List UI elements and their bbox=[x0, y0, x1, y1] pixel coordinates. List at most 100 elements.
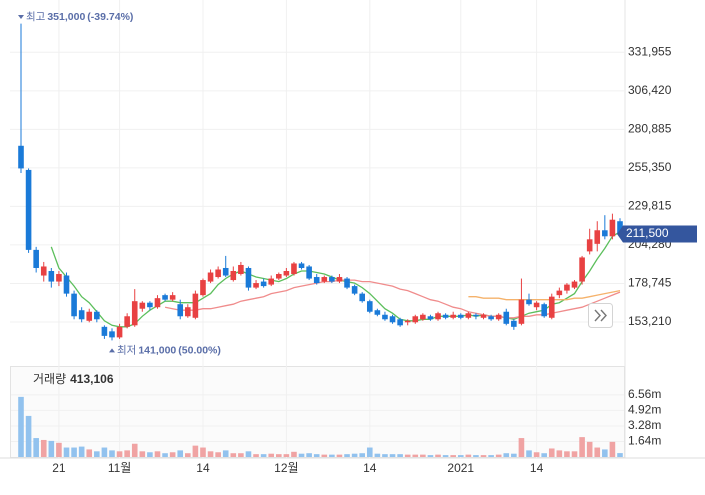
volume-bar bbox=[526, 450, 532, 457]
x-tick-label: 14 bbox=[530, 461, 544, 475]
volume-bar bbox=[306, 453, 312, 457]
moving-average-line bbox=[50, 231, 621, 328]
candle-body bbox=[200, 280, 206, 296]
candle-body bbox=[344, 278, 350, 288]
candle-body bbox=[238, 264, 244, 275]
volume-bar bbox=[541, 453, 547, 457]
candle-body bbox=[382, 314, 388, 320]
x-tick-label: 11월 bbox=[108, 461, 132, 475]
volume-bar bbox=[389, 454, 396, 457]
volume-bar bbox=[359, 453, 366, 457]
candle-body bbox=[185, 307, 191, 317]
volume-bar bbox=[260, 454, 267, 457]
x-tick-label: 14 bbox=[363, 461, 377, 475]
volume-bar bbox=[109, 450, 115, 457]
candle-body bbox=[18, 145, 24, 169]
x-tick-label: 14 bbox=[196, 461, 210, 475]
volume-bar bbox=[556, 450, 563, 457]
y-tick-label: 331,955 bbox=[628, 44, 672, 58]
y-tick-label: 280,885 bbox=[628, 122, 672, 136]
candle-body bbox=[131, 301, 138, 326]
annotation-change: (-39.74%) bbox=[87, 11, 133, 23]
candle-body bbox=[609, 219, 616, 237]
candle-body bbox=[564, 284, 570, 291]
volume-bar bbox=[571, 451, 578, 457]
volume-bar bbox=[18, 396, 24, 457]
candle-body bbox=[495, 314, 502, 320]
candle-body bbox=[329, 277, 335, 282]
candle-body bbox=[139, 302, 146, 309]
volume-bar bbox=[291, 451, 297, 457]
y-tick-label: 153,210 bbox=[628, 314, 672, 328]
volume-bar bbox=[245, 451, 252, 457]
volume-tick-label: 6.56m bbox=[628, 387, 661, 401]
volume-bar bbox=[336, 454, 343, 457]
volume-bar bbox=[465, 454, 472, 457]
candle-body bbox=[397, 319, 403, 326]
volume-bar bbox=[344, 454, 350, 457]
volume-bar bbox=[283, 454, 290, 457]
volume-bar bbox=[435, 454, 441, 457]
candle-body bbox=[526, 299, 532, 305]
volume-bar bbox=[162, 453, 168, 457]
candle-body bbox=[260, 281, 267, 287]
volume-bar bbox=[185, 453, 191, 457]
candle-body bbox=[412, 316, 419, 323]
candle-body bbox=[321, 277, 328, 282]
candle-body bbox=[548, 296, 555, 318]
annotation-label: 최고 bbox=[26, 11, 46, 23]
volume-bar bbox=[511, 453, 517, 457]
candle-body bbox=[169, 295, 176, 300]
moving-average-line bbox=[468, 289, 621, 301]
volume-bar bbox=[480, 455, 487, 457]
volume-bar bbox=[253, 454, 259, 457]
volume-bars bbox=[18, 396, 623, 457]
candle-body bbox=[192, 293, 199, 318]
volume-bar bbox=[139, 451, 146, 457]
candle-body bbox=[215, 269, 221, 278]
candle-body bbox=[556, 290, 563, 296]
candle-body bbox=[420, 314, 426, 320]
volume-bar bbox=[25, 415, 32, 457]
volume-bar bbox=[124, 450, 130, 457]
volume-bar bbox=[298, 453, 305, 457]
candle-body bbox=[374, 310, 381, 315]
candle-body bbox=[63, 275, 70, 294]
labels: 153,210178,745204,280229,815255,350280,8… bbox=[18, 11, 697, 475]
volume-bar bbox=[101, 447, 108, 457]
candle-body bbox=[435, 313, 441, 320]
candle-body bbox=[366, 301, 373, 312]
candle-body bbox=[253, 283, 259, 288]
candle-body bbox=[94, 311, 100, 320]
volume-bar bbox=[268, 453, 275, 457]
volume-bar bbox=[238, 453, 244, 457]
volume-tick-label: 3.28m bbox=[628, 418, 661, 432]
candles bbox=[18, 23, 623, 341]
volume-bar bbox=[33, 438, 39, 457]
volume-bar bbox=[131, 443, 138, 457]
candle-body bbox=[222, 267, 229, 276]
volume-bar bbox=[404, 454, 411, 457]
volume-bar bbox=[427, 455, 434, 457]
x-tick-label: 21 bbox=[52, 461, 66, 475]
volume-bar bbox=[200, 447, 206, 457]
candle-body bbox=[533, 302, 540, 308]
candle-body bbox=[207, 272, 214, 282]
y-tick-label: 255,350 bbox=[628, 160, 672, 174]
candle-body bbox=[473, 314, 479, 317]
candle-body bbox=[488, 316, 494, 320]
annotation-arrow bbox=[18, 15, 24, 19]
scroll-button[interactable] bbox=[588, 303, 613, 328]
candle-body bbox=[245, 267, 252, 288]
candle-body bbox=[275, 274, 282, 279]
volume-bar bbox=[177, 450, 184, 457]
candle-body bbox=[283, 271, 290, 276]
volume-bar bbox=[207, 451, 214, 457]
volume-bar bbox=[230, 453, 237, 457]
candle-body bbox=[617, 221, 623, 235]
annotation-label: 최저 bbox=[117, 344, 136, 356]
scroll-icon[interactable] bbox=[594, 309, 607, 322]
candle-body bbox=[336, 277, 343, 282]
candle-body bbox=[124, 316, 130, 327]
volume-bar bbox=[329, 454, 335, 457]
